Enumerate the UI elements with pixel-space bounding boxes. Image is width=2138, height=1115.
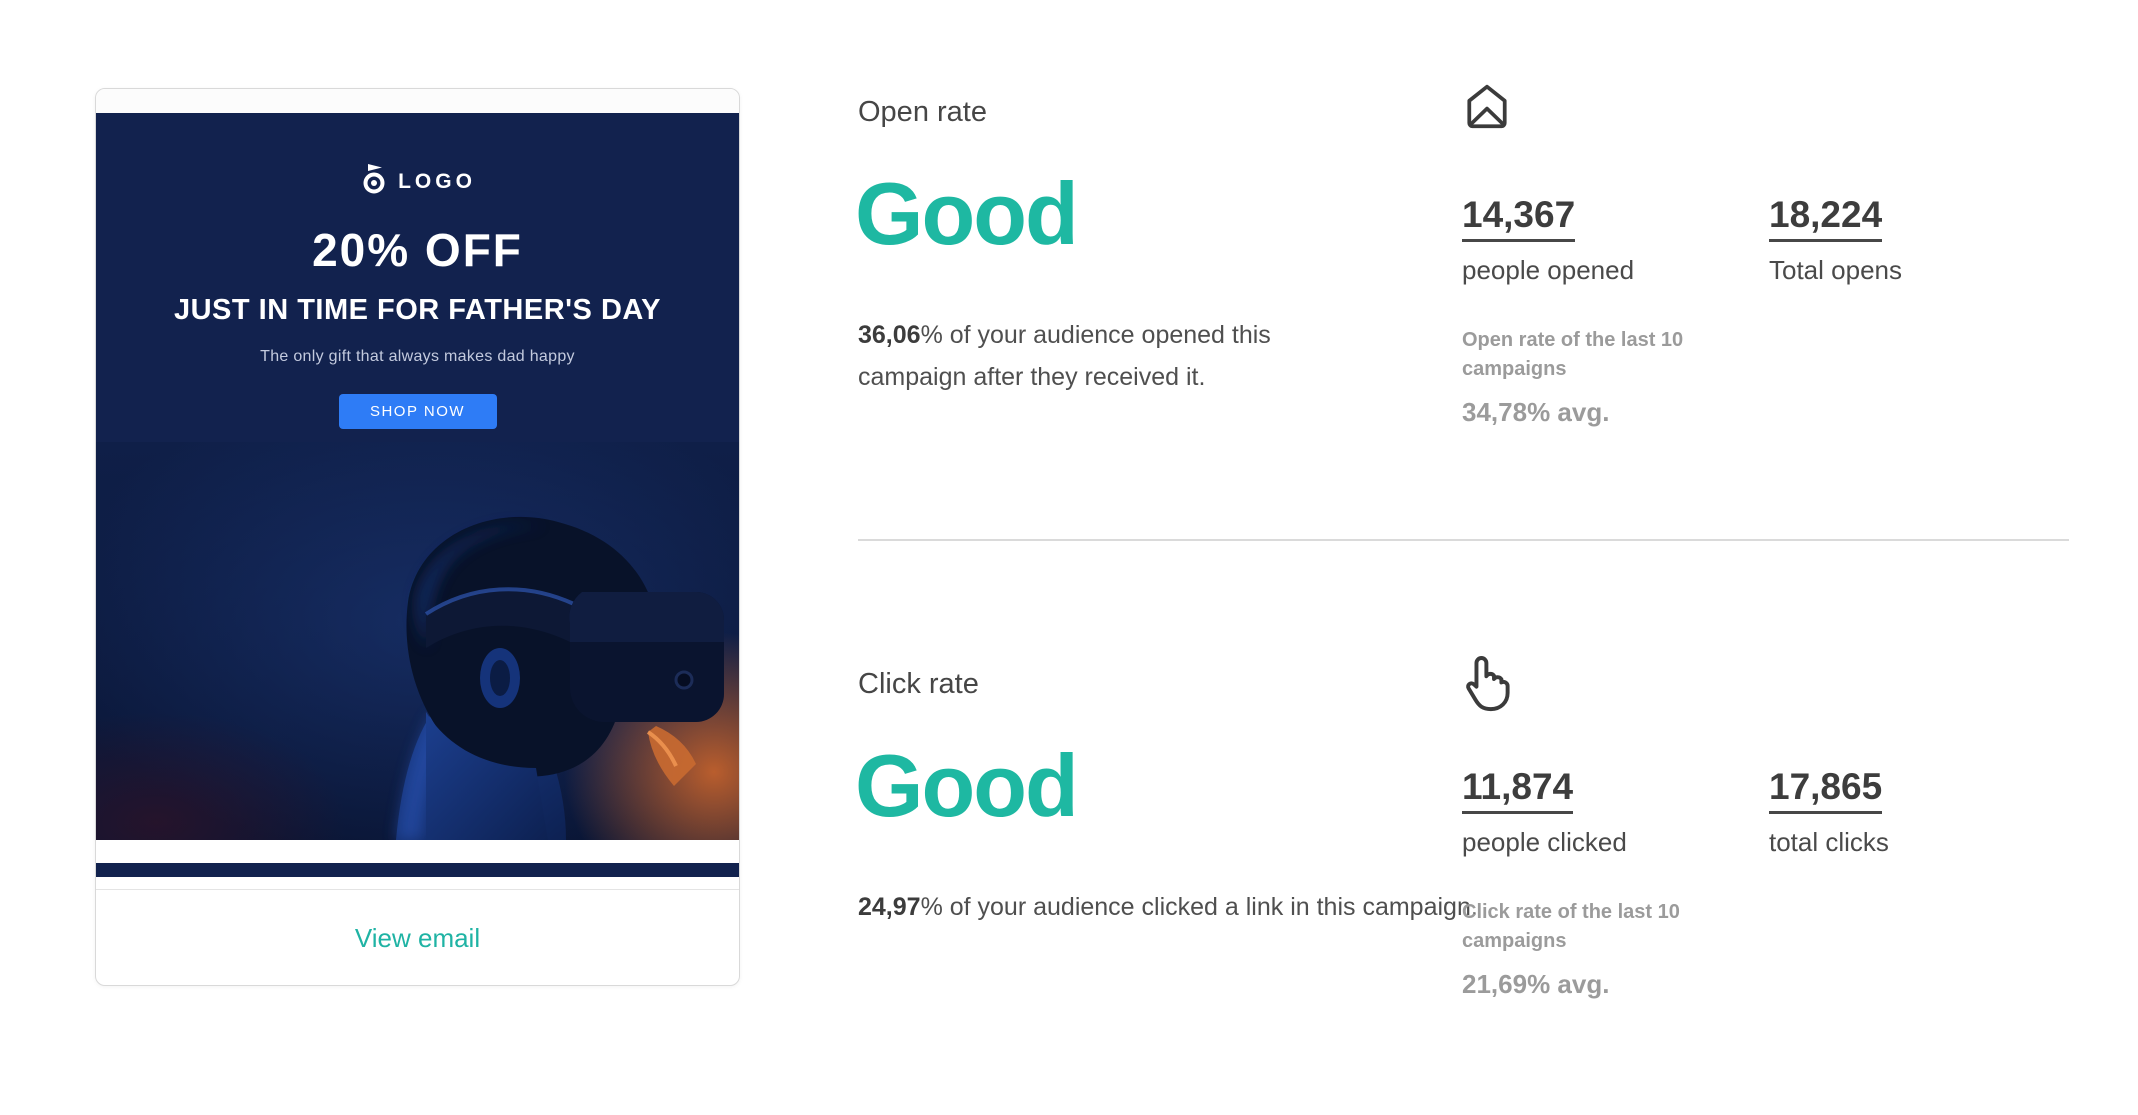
- email-headline: 20% OFF: [312, 224, 523, 276]
- email-logo-text: LOGO: [398, 169, 476, 193]
- email-subheadline: JUST IN TIME FOR FATHER'S DAY: [173, 294, 662, 326]
- click-rate-section: Click rate Good 24,97% of your audience …: [855, 656, 2075, 1115]
- open-rate-percentage: 36,06: [858, 321, 921, 349]
- open-rate-description: 36,06% of your audience opened this camp…: [858, 314, 1348, 398]
- click-rate-benchmark-value: 21,69% avg.: [1462, 969, 1610, 999]
- total-clicks-label: total clicks: [1769, 827, 1889, 857]
- total-opens-label: Total opens: [1769, 255, 1902, 285]
- people-clicked-value[interactable]: 11,874: [1462, 768, 1574, 814]
- total-opens-stat: 18,224 Total opens: [1769, 196, 1902, 286]
- open-rate-description-text: % of your audience opened this campaign …: [858, 321, 1271, 391]
- email-footer-spacer: [96, 840, 739, 863]
- click-rate-description: 24,97% of your audience clicked a link i…: [858, 886, 1478, 928]
- open-rate-benchmark-title: Open rate of the last 10 campaigns: [1462, 329, 1684, 380]
- email-card-footer: View email: [96, 889, 739, 985]
- open-rate-benchmark: Open rate of the last 10 campaigns 34,78…: [1462, 326, 1747, 428]
- email-logo: LOGO: [96, 163, 739, 200]
- email-tagline: The only gift that always makes dad happ…: [260, 348, 575, 365]
- open-rate-title: Open rate: [858, 96, 987, 128]
- shop-now-button: SHOP NOW: [338, 394, 497, 429]
- pointer-hand-icon: [1462, 652, 1514, 717]
- click-rate-benchmark-title: Click rate of the last 10 campaigns: [1462, 901, 1680, 952]
- open-rate-section: Open rate Good 36,06% of your audience o…: [855, 84, 2075, 543]
- people-clicked-label: people clicked: [1462, 827, 1627, 857]
- total-opens-value[interactable]: 18,224: [1769, 196, 1883, 242]
- brand-logo-icon: [359, 163, 389, 200]
- email-preview-card: LOGO 20% OFF JUST IN TIME FOR FATHER'S D…: [95, 88, 740, 986]
- total-clicks-value[interactable]: 17,865: [1769, 768, 1883, 814]
- click-rate-benchmark: Click rate of the last 10 campaigns 21,6…: [1462, 898, 1747, 1000]
- click-rate-description-text: % of your audience clicked a link in thi…: [920, 893, 1478, 921]
- people-opened-label: people opened: [1462, 255, 1635, 285]
- total-clicks-stat: 17,865 total clicks: [1769, 768, 1889, 858]
- people-opened-value[interactable]: 14,367: [1462, 196, 1576, 242]
- view-email-link[interactable]: View email: [354, 923, 481, 953]
- vr-headset-photo: [96, 442, 739, 840]
- people-clicked-stat: 11,874 people clicked: [1462, 768, 1627, 858]
- open-rate-rating: Good: [855, 164, 1079, 263]
- email-preview-header: [96, 89, 739, 113]
- open-rate-benchmark-value: 34,78% avg.: [1462, 397, 1610, 427]
- open-envelope-icon: [1462, 80, 1512, 139]
- section-divider: [858, 539, 2069, 541]
- email-footer-bar: [96, 863, 739, 877]
- email-preview-thumbnail[interactable]: LOGO 20% OFF JUST IN TIME FOR FATHER'S D…: [96, 113, 739, 840]
- click-rate-title: Click rate: [858, 668, 979, 700]
- people-opened-stat: 14,367 people opened: [1462, 196, 1634, 286]
- click-rate-rating: Good: [855, 736, 1079, 835]
- click-rate-percentage: 24,97: [858, 893, 921, 921]
